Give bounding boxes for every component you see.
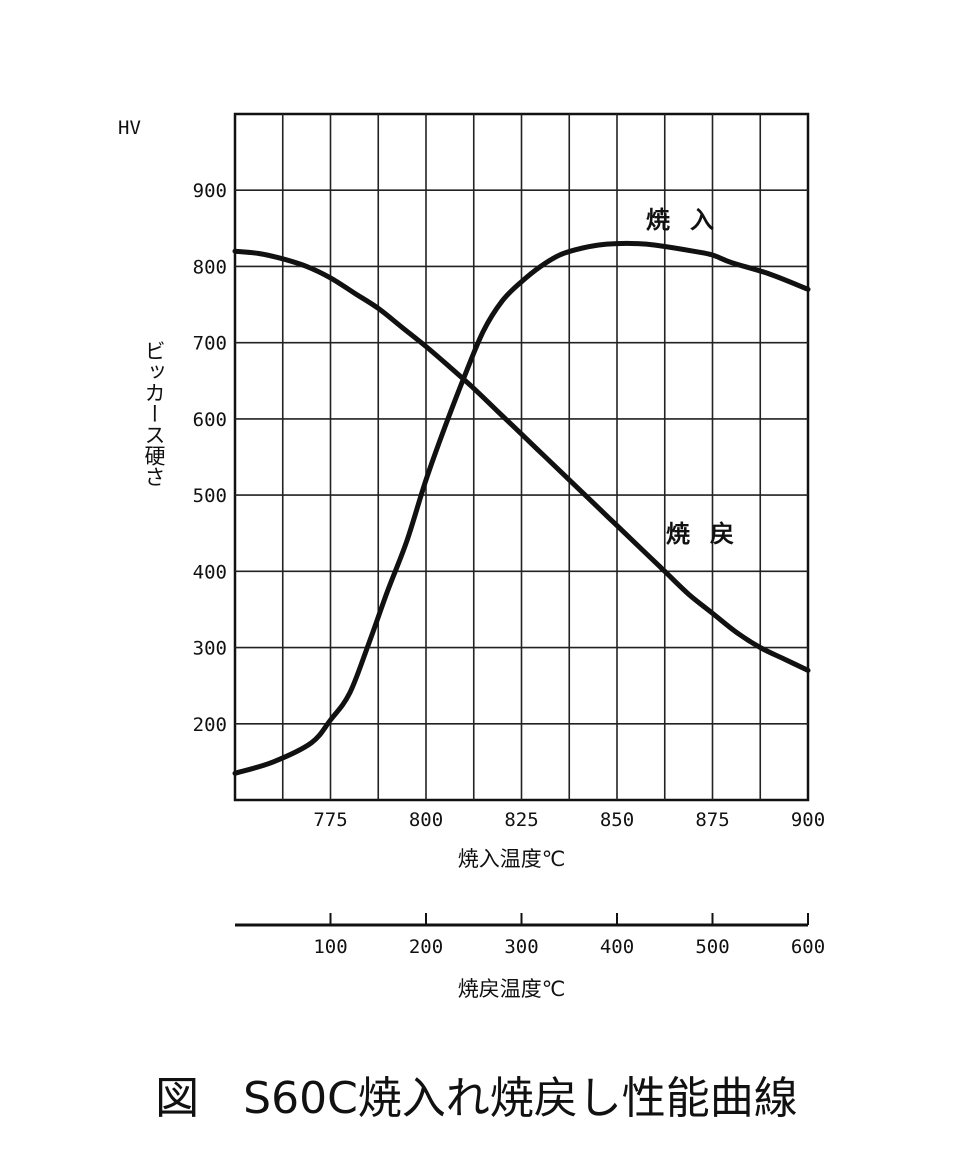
y-axis-title: ビッカース硬さ [142,340,166,487]
y-tick-label: 500 [193,485,227,507]
x2-tick-label: 200 [409,936,443,958]
series-label-temper: 焼戻 [666,520,754,548]
y-unit-label: HV [118,117,141,139]
x2-axis-title: 焼戻温度℃ [458,977,566,1001]
y-tick-label: 300 [193,638,227,660]
series-line-quench [232,240,811,776]
x-tick-label: 875 [695,809,729,831]
x-tick-label: 775 [313,809,347,831]
series-label-quench: 焼入 [646,206,734,234]
y-tick-label: 900 [193,180,227,202]
y-tick-label: 400 [193,561,227,583]
x2-tick-label: 100 [313,936,347,958]
x-tick-label: 850 [600,809,634,831]
x2-tick-label: 400 [600,936,634,958]
x-tick-label: 825 [504,809,538,831]
x2-tick-label: 500 [695,936,729,958]
y-tick-label: 600 [193,409,227,431]
x-tick-label: 800 [409,809,443,831]
x-axis-title: 焼入温度℃ [458,847,566,871]
y-tick-label: 700 [193,333,227,355]
y-tick-label: 200 [193,714,227,736]
grid [233,112,810,927]
y-tick-label: 800 [193,256,227,278]
x2-tick-label: 300 [504,936,538,958]
series-line-temper [232,248,811,673]
x2-tick-label: 600 [791,936,825,958]
figure-caption: 図 S60C焼入れ焼戻し性能曲線 [155,1073,798,1124]
x-tick-label: 900 [791,809,825,831]
labels: 200 300 400 500 600 700 800 900 HV ビッカース硬さ 775 800 8… [118,117,825,1001]
curves [232,240,811,776]
